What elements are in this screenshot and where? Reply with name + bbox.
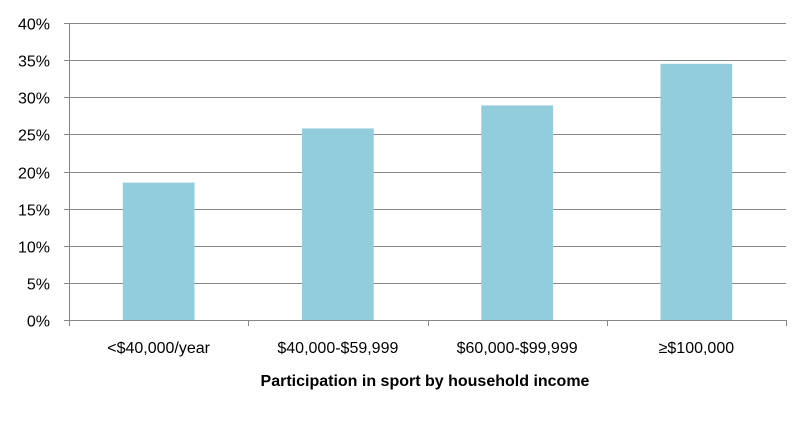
axes (69, 23, 787, 326)
y-tick-label: 10% (18, 240, 50, 257)
y-tick-label: 35% (18, 54, 50, 71)
bar (481, 105, 553, 320)
y-tick-label: 0% (27, 314, 50, 331)
x-category-label: $60,000-$99,999 (457, 340, 578, 357)
y-tick-label: 15% (18, 203, 50, 220)
y-tick-labels: 0% 5% 10% 15% 20% 25% 30% 35% 40% (18, 17, 50, 331)
bar (302, 128, 374, 320)
bar (122, 182, 195, 320)
x-category-label: ≥$100,000 (659, 340, 735, 357)
y-tick-label: 25% (18, 128, 50, 145)
x-category-label: $40,000-$59,999 (277, 340, 398, 357)
y-tick-label: 5% (27, 277, 50, 294)
x-axis-title: Participation in sport by household inco… (261, 373, 590, 390)
bar (660, 63, 733, 321)
x-category-labels: <$40,000/year $40,000-$59,999 $60,000-$99,… (107, 340, 734, 357)
y-tick-label: 20% (18, 166, 50, 183)
x-category-label: <$40,000/year (107, 340, 210, 357)
y-tick-label: 40% (18, 17, 50, 34)
bars (122, 63, 733, 321)
y-tick-label: 30% (18, 91, 50, 108)
